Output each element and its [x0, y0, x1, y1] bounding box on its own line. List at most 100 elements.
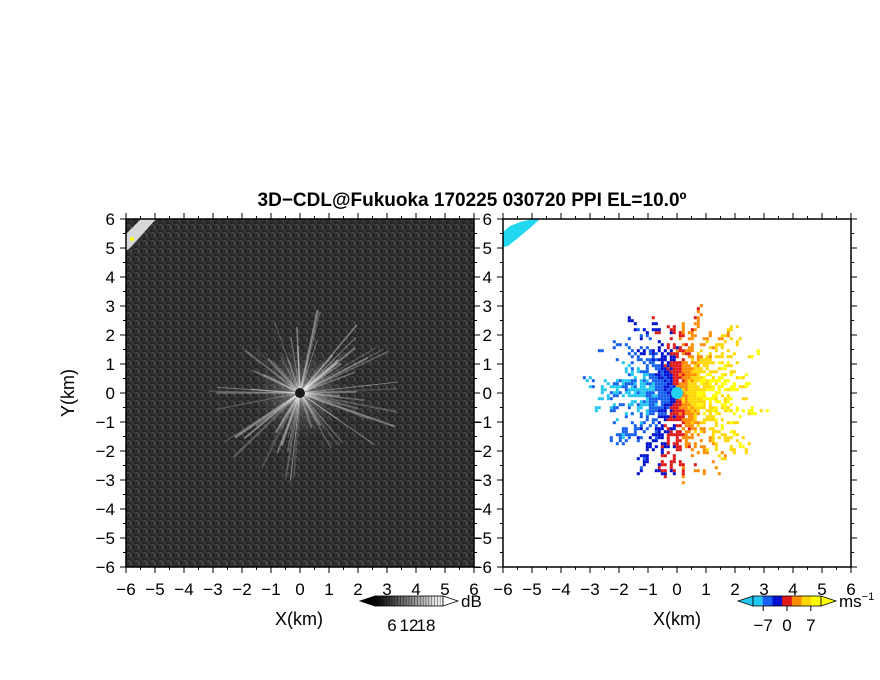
velocity-echo-cell [669, 385, 673, 389]
velocity-echo-cell [690, 400, 694, 404]
velocity-echo-cell [624, 385, 628, 389]
velocity-echo-cell [681, 475, 685, 479]
right-panel: −6 −5 −4 −3 −2 −1 0 1 2 3 4 5 6 −6−5−4−3−2−10123456 … [473, 210, 857, 629]
velocity-echo-cell [609, 409, 613, 413]
velocity-echo-cell [711, 406, 715, 410]
velocity-echo-cell [666, 400, 670, 404]
velocity-echo-cell [657, 436, 661, 440]
velocity-echo-cell [645, 367, 649, 371]
velocity-echo-cell [687, 346, 691, 350]
velocity-echo-cell [705, 418, 709, 422]
velocity-echo-cell [681, 436, 685, 440]
velocity-echo-cell [690, 424, 694, 428]
velocity-echo-cell [741, 409, 745, 413]
velocity-echo-cell [663, 442, 667, 446]
velocity-echo-cell [651, 397, 655, 401]
velocity-echo-cell [627, 433, 631, 437]
velocity-echo-cell [696, 397, 700, 401]
velocity-echo-cell [666, 418, 670, 422]
velocity-echo-cell [654, 469, 658, 473]
velocity-echo-cell [660, 448, 664, 452]
velocity-echo-cell [591, 385, 595, 389]
velocity-echo-cell [699, 367, 703, 371]
y-tick-label: −4 [96, 500, 115, 519]
velocity-echo-cell [693, 469, 697, 473]
velocity-echo-cell [681, 349, 685, 353]
velocity-echo-cell [693, 397, 697, 401]
velocity-echo-cell [645, 457, 649, 461]
velocity-echo-cell [600, 397, 604, 401]
velocity-echo-cell [630, 412, 634, 416]
velocity-echo-cell [714, 400, 718, 404]
velocity-echo-cell [642, 361, 646, 365]
velocity-echo-cell [723, 334, 727, 338]
velocity-echo-cell [702, 358, 706, 362]
velocity-echo-cell [654, 436, 658, 440]
intensity-colorbar-label: 18 [417, 616, 436, 635]
velocity-echo-cell [714, 346, 718, 350]
velocity-echo-cell [726, 409, 730, 413]
velocity-echo-cell [690, 391, 694, 395]
velocity-echo-cell [726, 334, 730, 338]
chart-title: 3D−CDL@Fukuoka 170225 030720 PPI EL=10.0… [258, 190, 687, 211]
velocity-echo-cell [666, 346, 670, 350]
velocity-echo-cell [624, 370, 628, 374]
velocity-echo-cell [666, 436, 670, 440]
velocity-echo-cell [675, 403, 679, 407]
velocity-echo-cell [663, 412, 667, 416]
velocity-echo-cell [621, 442, 625, 446]
velocity-echo-field [582, 304, 769, 485]
velocity-echo-cell [696, 394, 700, 398]
velocity-echo-cell [696, 379, 700, 383]
velocity-echo-cell [702, 445, 706, 449]
velocity-echo-cell [702, 418, 706, 422]
velocity-echo-cell [639, 469, 643, 473]
velocity-echo-cell [642, 400, 646, 404]
velocity-echo-cell [690, 409, 694, 413]
velocity-echo-cell [660, 415, 664, 419]
velocity-echo-cell [687, 430, 691, 434]
velocity-echo-cell [681, 343, 685, 347]
velocity-echo-cell [627, 391, 631, 395]
velocity-echo-cell [657, 409, 661, 413]
velocity-echo-cell [660, 427, 664, 431]
velocity-echo-cell [672, 424, 676, 428]
velocity-echo-cell [651, 403, 655, 407]
velocity-echo-cell [693, 388, 697, 392]
velocity-echo-cell [609, 385, 613, 389]
velocity-echo-cell [669, 430, 673, 434]
velocity-colorbar-segment [753, 596, 764, 606]
right-panel-ticks [497, 213, 857, 573]
velocity-echo-cell [639, 358, 643, 362]
velocity-echo-cell [657, 394, 661, 398]
velocity-echo-cell [711, 415, 715, 419]
velocity-echo-cell [732, 352, 736, 356]
velocity-echo-cell [672, 409, 676, 413]
velocity-echo-cell [690, 433, 694, 437]
velocity-echo-cell [720, 361, 724, 365]
velocity-echo-cell [675, 352, 679, 356]
velocity-colorbar-segment [762, 596, 773, 606]
velocity-echo-cell [657, 397, 661, 401]
velocity-echo-cell [645, 460, 649, 464]
velocity-echo-cell [648, 442, 652, 446]
velocity-echo-cell [705, 382, 709, 386]
velocity-echo-cell [714, 406, 718, 410]
velocity-echo-cell [720, 427, 724, 431]
velocity-echo-cell [633, 427, 637, 431]
velocity-echo-cell [711, 379, 715, 383]
velocity-echo-cell [654, 418, 658, 422]
velocity-echo-cell [672, 403, 676, 407]
velocity-echo-cell [624, 439, 628, 443]
velocity-echo-cell [672, 397, 676, 401]
velocity-echo-cell [585, 379, 589, 383]
x-tick-label: 5 [817, 580, 826, 599]
velocity-echo-cell [702, 403, 706, 407]
velocity-colorbar-segment [782, 596, 793, 606]
velocity-echo-cell [675, 436, 679, 440]
velocity-echo-cell [648, 349, 652, 353]
velocity-echo-cell [624, 412, 628, 416]
velocity-echo-cell [645, 358, 649, 362]
velocity-echo-cell [624, 367, 628, 371]
